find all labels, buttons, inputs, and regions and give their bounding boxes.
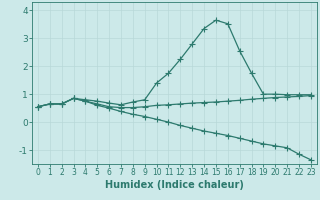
X-axis label: Humidex (Indice chaleur): Humidex (Indice chaleur) xyxy=(105,180,244,190)
